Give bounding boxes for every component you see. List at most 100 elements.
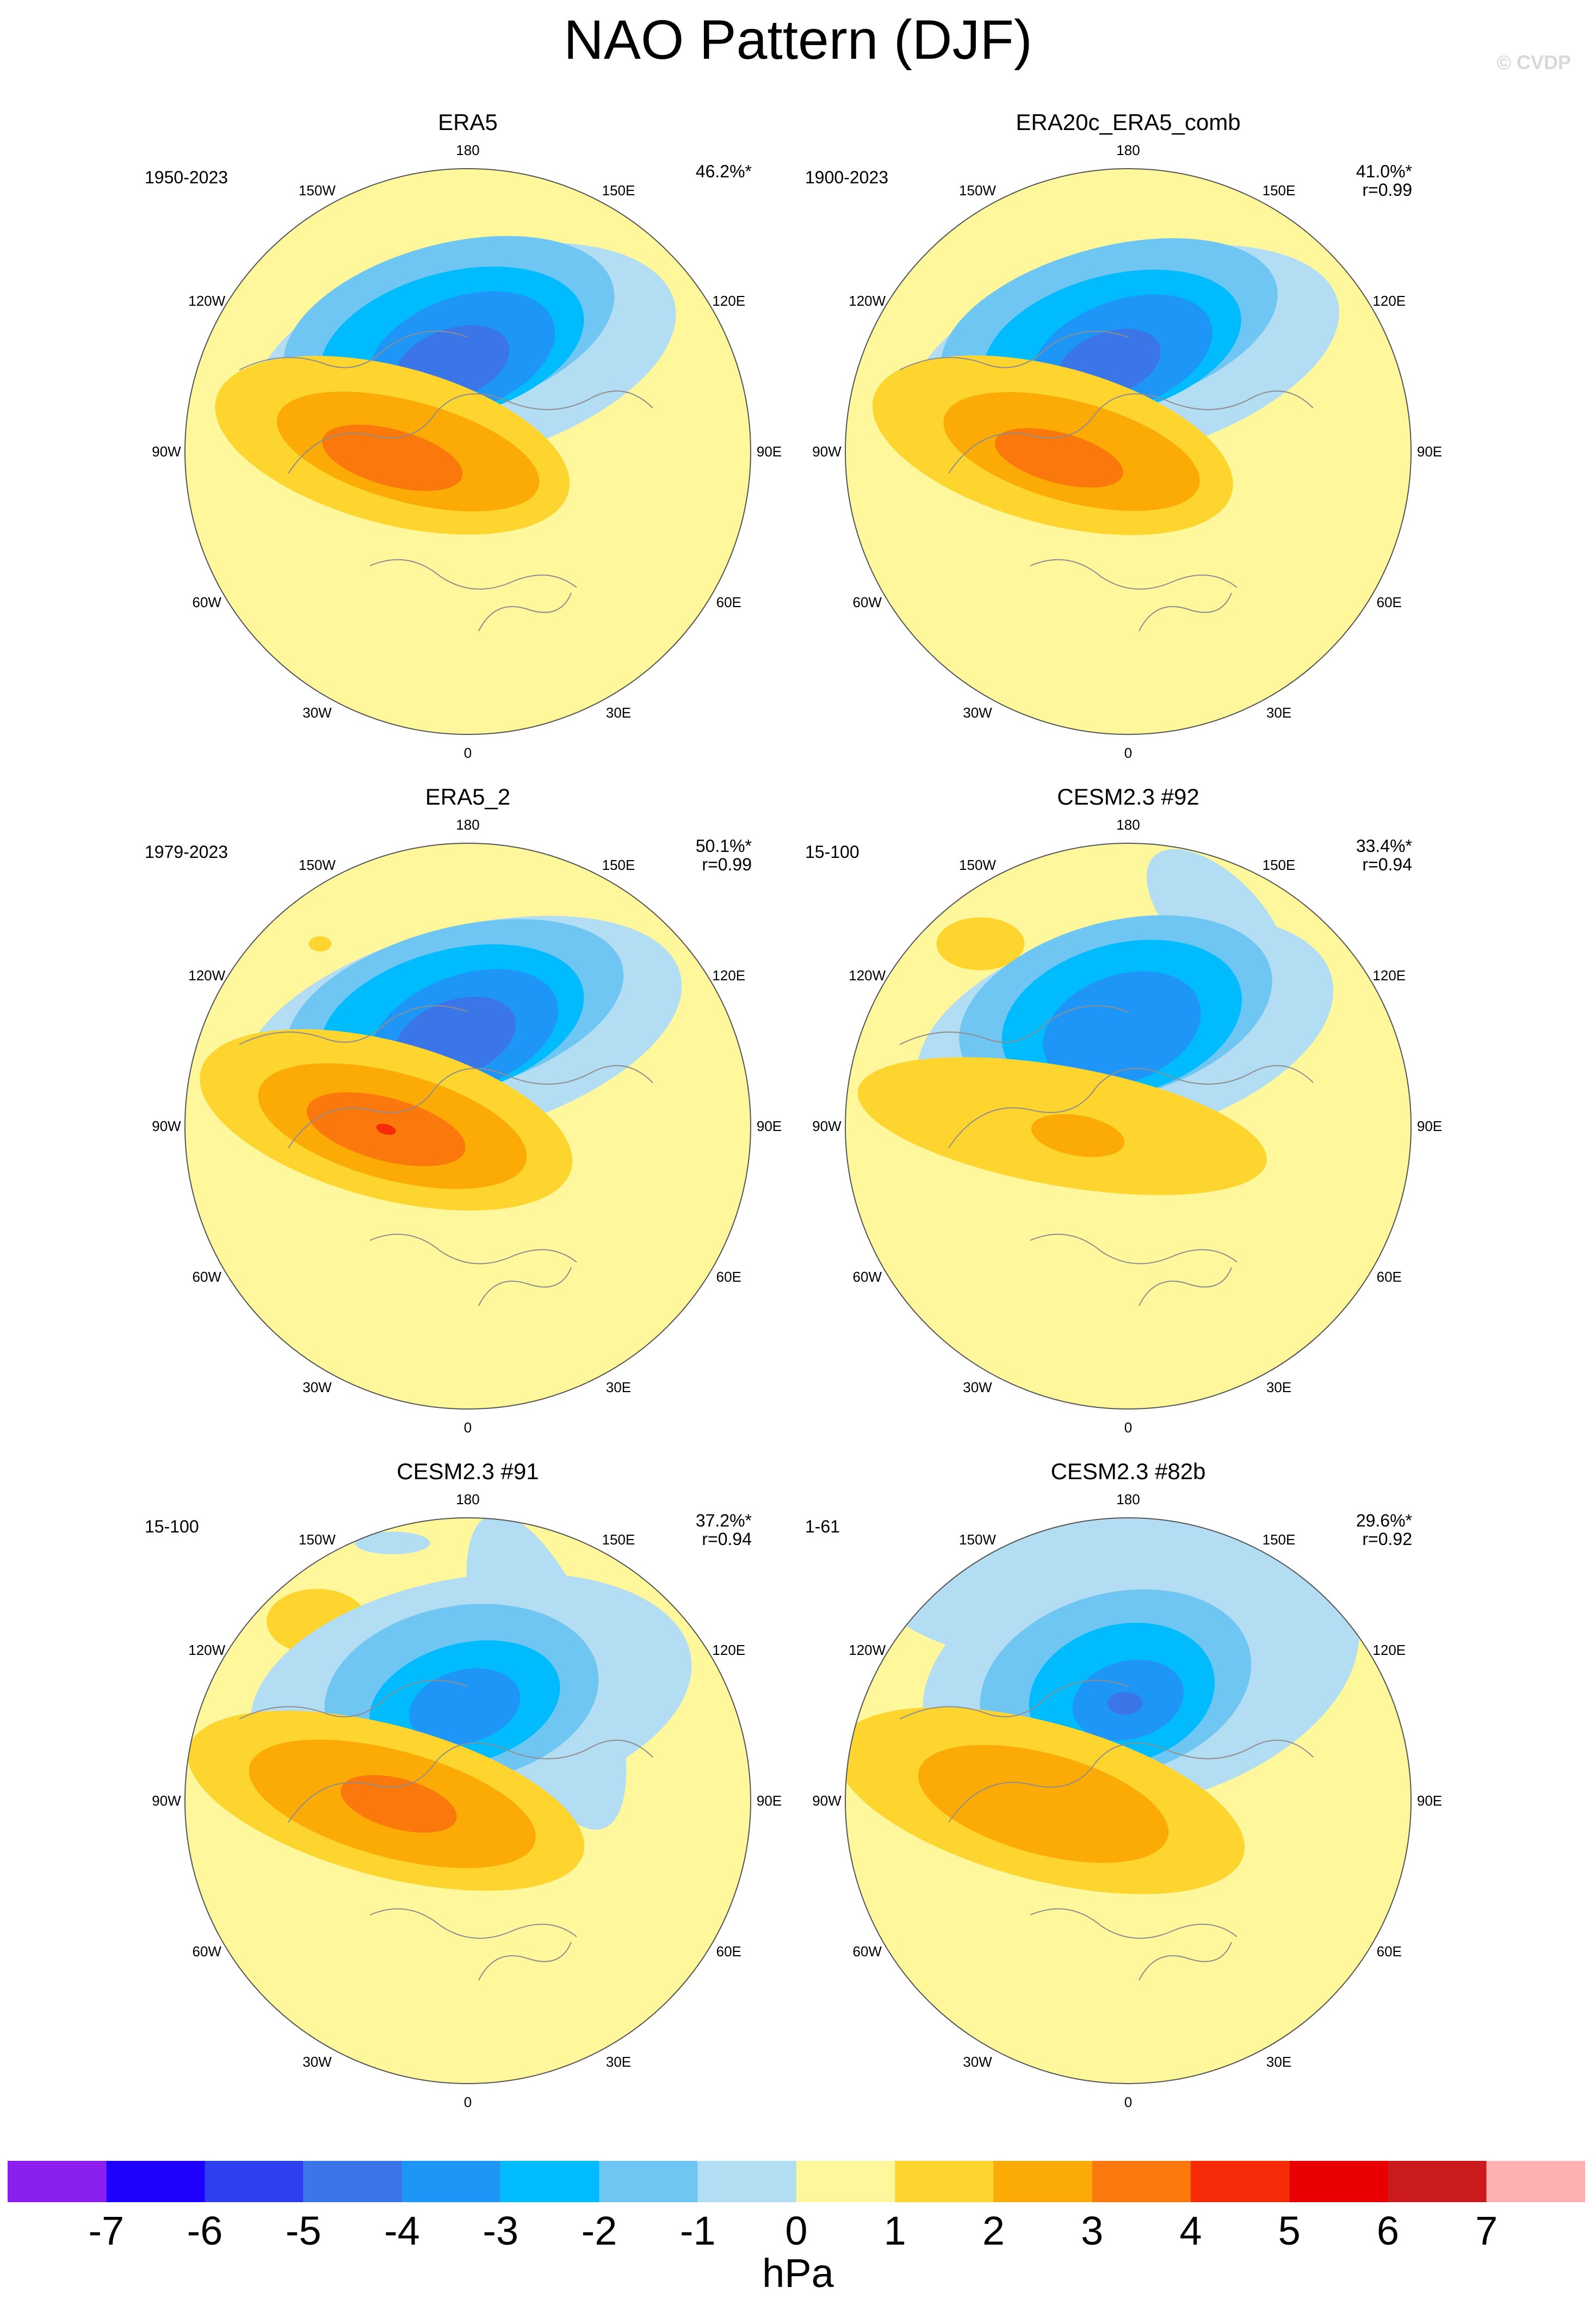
map-panel-cesm-91: 180 150E 120E 90E 60E 30E 0 30W 60W 90W 120W 150W C… (125, 1458, 811, 2133)
positive-anomaly-contour (995, 428, 1123, 488)
longitude-label: 30E (1266, 2054, 1291, 2070)
positive-anomaly-contour (341, 1775, 457, 1833)
longitude-label: 150W (299, 1531, 336, 1548)
page-title: NAO Pattern (DJF) (564, 9, 1032, 71)
colorbar-swatch (796, 2161, 895, 2202)
positive-anomaly-contour (376, 1123, 396, 1135)
colorbar-tick: -1 (679, 2208, 716, 2253)
map-border (184, 168, 751, 735)
period-label: 1979-2023 (145, 842, 228, 862)
panel-title: CESM2.3 #82b (1050, 1459, 1206, 1484)
longitude-label: 180 (456, 142, 479, 158)
variance-label: 29.6%* (1356, 1511, 1412, 1530)
longitude-label: 90E (1417, 1793, 1442, 1809)
longitude-label: 90E (757, 1118, 782, 1134)
map-border (845, 1517, 1412, 2084)
longitude-label: 30W (963, 2054, 992, 2070)
coastline (239, 1005, 653, 1306)
map-panel-cesm-82b: 180 150E 120E 90E 60E 30E 0 30W 60W 90W 120W 150W C… (785, 1458, 1471, 2133)
secondary-anomaly-contour (308, 936, 332, 951)
colorbar-tick: 2 (982, 2208, 1005, 2253)
longitude-label: 150W (959, 1531, 996, 1548)
longitude-label: 90W (152, 443, 181, 460)
polar-map: 180 150E 120E 90E 60E 30E 0 30W 60W 90W 120W 150W (152, 817, 782, 1436)
colorbar-swatch (993, 2161, 1092, 2202)
map-panel-era5-2: 180 150E 120E 90E 60E 30E 0 30W 60W 90W 120W 150W E… (125, 783, 811, 1458)
longitude-label: 120W (849, 1642, 886, 1658)
colorbar-tick: 3 (1081, 2208, 1104, 2253)
period-label: 1900-2023 (805, 168, 889, 187)
longitude-label: 0 (464, 1419, 472, 1436)
longitude-label: 30E (606, 2054, 631, 2070)
panel-title: ERA5_2 (425, 784, 511, 809)
longitude-label: 60E (716, 1269, 741, 1285)
longitude-label: 30E (606, 1379, 631, 1395)
correlation-label: r=0.92 (1362, 1529, 1412, 1549)
longitude-label: 120E (1372, 1642, 1406, 1658)
longitude-label: 120W (849, 967, 886, 984)
colorbar-swatch (303, 2161, 402, 2202)
shaded-field (845, 843, 1411, 1409)
correlation-label: r=0.94 (702, 1529, 752, 1549)
longitude-label: 30E (606, 705, 631, 721)
stats-block: 29.6%* r=0.92 (1356, 1511, 1412, 1548)
longitude-label: 120E (712, 293, 745, 309)
longitude-label: 60W (192, 1269, 221, 1285)
longitude-label: 90E (757, 443, 782, 460)
correlation-label: r=0.99 (702, 855, 752, 874)
colorbar-swatch (1191, 2161, 1290, 2202)
map-border (184, 843, 751, 1410)
longitude-label: 120E (1372, 293, 1406, 309)
map-border (845, 843, 1412, 1410)
colorbar-tick: 1 (883, 2208, 906, 2253)
variance-label: 50.1%* (695, 836, 752, 856)
colorbar-tick: 0 (785, 2208, 808, 2253)
polar-map: 180 150E 120E 90E 60E 30E 0 30W 60W 90W 120W 150W (152, 142, 782, 761)
shaded-field (185, 1518, 751, 2084)
longitude-label: 60E (1377, 1269, 1402, 1285)
panel-title: ERA5 (438, 109, 498, 135)
colorbar-swatch (205, 2161, 304, 2202)
longitude-label: 180 (1116, 817, 1140, 833)
longitude-label: 120W (188, 1642, 225, 1658)
colorbar-tick-labels: -7 -6 -5 -4 -3 -2 -1 0 1 2 3 4 5 6 7 (8, 2208, 1585, 2257)
longitude-label: 0 (1124, 745, 1132, 761)
stats-block: 33.4%* r=0.94 (1356, 837, 1412, 874)
longitude-label: 30E (1266, 705, 1291, 721)
longitude-label: 120E (712, 1642, 745, 1658)
polar-map: 180 150E 120E 90E 60E 30E 0 30W 60W 90W 120W 150W (152, 1491, 782, 2110)
colorbar-tick: -7 (88, 2208, 125, 2253)
polar-map: 180 150E 120E 90E 60E 30E 0 30W 60W 90W 120W 150W (812, 142, 1442, 761)
coastline (899, 330, 1314, 632)
longitude-label: 180 (456, 817, 479, 833)
longitude-label: 150E (602, 1531, 635, 1548)
longitude-label: 60E (716, 1943, 741, 1960)
longitude-label: 60W (852, 1943, 882, 1960)
longitude-label: 150W (299, 182, 336, 199)
map-border (184, 1517, 751, 2084)
period-label: 15-100 (145, 1517, 199, 1536)
longitude-label: 60W (852, 594, 882, 610)
secondary-anomaly-contour (355, 1531, 430, 1555)
longitude-label: 90E (1417, 1118, 1442, 1134)
longitude-label: 120E (1372, 967, 1406, 984)
longitude-label: 150E (602, 857, 635, 873)
period-label: 1950-2023 (145, 168, 228, 187)
colorbar-swatch (106, 2161, 205, 2202)
colorbar-tick: 4 (1179, 2208, 1202, 2253)
colorbar-tick: -4 (384, 2208, 420, 2253)
shaded-field (845, 169, 1411, 734)
secondary-anomaly-contour (936, 917, 1025, 971)
longitude-label: 150W (299, 857, 336, 873)
colorbar-swatch (500, 2161, 599, 2202)
longitude-label: 150E (1263, 857, 1296, 873)
variance-label: 41.0%* (1356, 162, 1412, 181)
longitude-label: 150E (1263, 1531, 1296, 1548)
longitude-label: 0 (1124, 2094, 1132, 2110)
colorbar-tick: -5 (285, 2208, 321, 2253)
longitude-label: 150E (602, 182, 635, 199)
map-panel-era20c-era5-comb: 180 150E 120E 90E 60E 30E 0 30W 60W 90W 120W 150W E… (785, 109, 1471, 783)
watermark: © CVDP (1496, 51, 1571, 73)
longitude-label: 60E (1377, 594, 1402, 610)
longitude-label: 90W (152, 1118, 181, 1134)
